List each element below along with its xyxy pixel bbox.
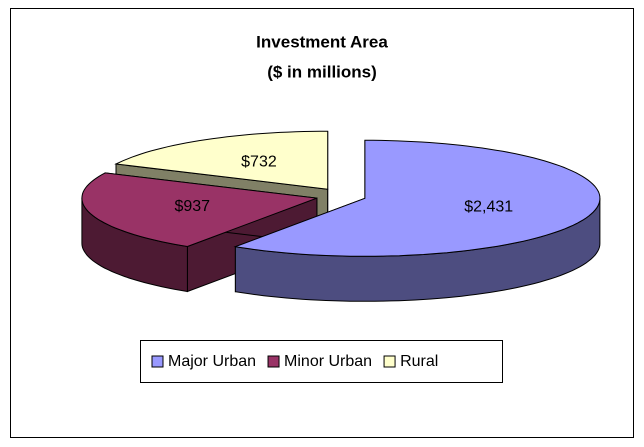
legend-box [140,340,503,383]
chart-title: Investment Area [256,32,388,51]
slice-top [114,130,329,190]
slice-top [81,172,318,248]
legend-label: Major Urban [168,353,256,370]
pie: $2,431 $937 $732 [81,130,601,302]
legend-swatch [151,355,164,368]
legend-label: Minor Urban [284,353,372,370]
legend-swatch [267,355,280,368]
data-label: $732 [241,153,277,170]
slice [233,139,601,302]
legend-label: Rural [400,353,438,370]
slice [81,172,318,293]
data-label: $2,431 [464,199,513,216]
chart-subtitle: ($ in millions) [267,62,377,81]
data-label: $937 [174,198,210,215]
legend-swatch [383,355,396,368]
legend: Major Urban Minor Urban Rural [140,340,503,383]
slice-top [233,139,601,257]
